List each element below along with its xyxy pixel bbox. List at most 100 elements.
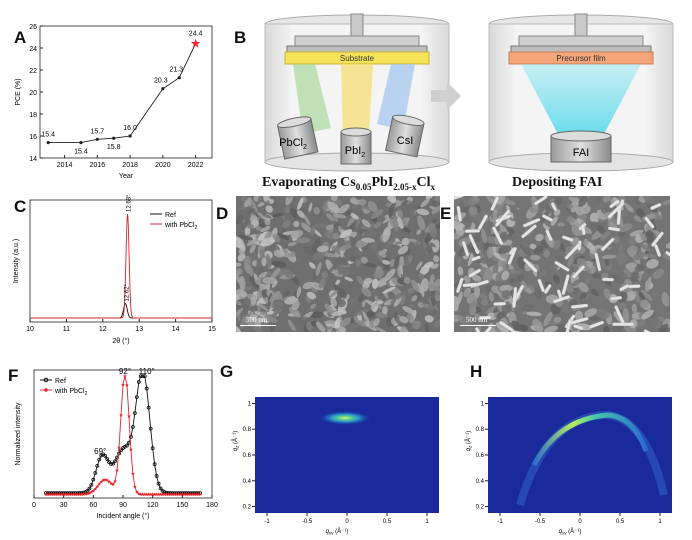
- data-label: 15.4: [74, 149, 88, 156]
- caption-left-sub2: 2.05-x: [393, 181, 417, 192]
- plot-frame: [29, 199, 213, 323]
- with-pbcl2-marker: [136, 491, 141, 496]
- y-tick-label: 22: [29, 68, 37, 75]
- ref-curve: [30, 302, 212, 319]
- with-pbcl2-marker: [168, 492, 173, 496]
- scale-bar-d: [240, 325, 276, 326]
- scale-text-d: 500 nm: [246, 316, 268, 324]
- with-pbcl2-marker: [93, 486, 98, 491]
- with-pbcl2-marker: [91, 488, 96, 493]
- caption-left-sub3: x: [430, 181, 436, 192]
- x-tick-label: 120: [147, 502, 159, 509]
- panel-label-b: B: [234, 28, 247, 47]
- caption-left-part1: Evaporating Cs: [262, 175, 356, 190]
- x-tick-label: 2020: [155, 162, 171, 169]
- x-tick-label: 0: [578, 519, 582, 525]
- with-pbcl2-marker: [117, 445, 121, 450]
- x-tick-label: 1: [658, 519, 662, 525]
- x-tick-label: 11: [63, 326, 70, 333]
- with-pbcl2-marker: [138, 492, 143, 496]
- x-axis-label: qxy (Å⁻¹): [559, 528, 582, 535]
- ref-marker: [154, 474, 159, 478]
- with-pbcl2-marker: [65, 492, 70, 496]
- y-tick-label: 0.2: [476, 505, 485, 511]
- with-pbcl2-marker: [113, 479, 117, 483]
- ref-marker: [95, 463, 100, 468]
- giwaxs-h: -1 -0.5 0 0.5 1 0.2 0.4 0.6 0.8 1 qxy (Å⁻¹) qz (Å⁻¹…: [465, 397, 672, 535]
- with-pbcl2-marker: [158, 492, 163, 496]
- fai-source: FAI: [550, 130, 612, 163]
- with-pbcl2-marker: [73, 492, 78, 496]
- with-pbcl2-marker: [57, 492, 62, 496]
- with-pbcl2-marker: [49, 492, 54, 496]
- with-pbcl2-marker: [132, 484, 137, 489]
- with-pbcl2-marker: [150, 492, 155, 496]
- ref-marker: [148, 426, 153, 431]
- ref-marker: [93, 471, 98, 475]
- data-label: 21.3: [169, 67, 183, 74]
- ref-marker: [97, 457, 102, 462]
- ref-marker: [91, 477, 96, 482]
- x-tick-label: 10: [26, 326, 34, 333]
- pbcl2-sub: 2: [303, 144, 307, 151]
- y-tick-label: 0.8: [243, 427, 252, 433]
- x-axis-label: qxy (Å⁻¹): [326, 528, 349, 535]
- panel-label-h: H: [470, 362, 483, 381]
- legend-with-label: with PbCl2: [54, 388, 88, 397]
- x-tick-label: 0.5: [383, 519, 392, 525]
- with-pbcl2-marker: [119, 413, 123, 417]
- data-label: 15.7: [91, 128, 105, 135]
- with-pbcl2-marker: [107, 479, 112, 484]
- scale-bar-e: [460, 325, 496, 326]
- ref-marker: [152, 462, 157, 467]
- with-pbcl2-marker: [115, 468, 119, 472]
- x-tick-label: 1: [425, 519, 429, 525]
- x-tick-label: 14: [172, 326, 180, 333]
- legend-ref-label: Ref: [55, 378, 66, 385]
- data-label: 20.3: [154, 78, 168, 85]
- y-axis-label: Normalized intensity: [15, 402, 22, 466]
- left-chamber: Substrate PbCl2 PbI2 CsI: [264, 13, 450, 172]
- ref-marker: [119, 448, 123, 453]
- x-axis-label: Year: [119, 173, 134, 180]
- with-pbcl2-marker: [190, 492, 195, 496]
- annotation-92: 92°: [119, 367, 131, 376]
- ref-marker: [156, 481, 161, 486]
- ref-marker: [87, 486, 92, 491]
- fai-text: FAI: [573, 147, 590, 159]
- with-pbcl2-marker: [81, 492, 86, 496]
- with-pbcl2-marker: [156, 492, 161, 496]
- with-pbcl2-marker: [162, 492, 167, 496]
- with-pbcl2-marker: [111, 482, 116, 487]
- ref-marker: [130, 425, 135, 429]
- y-tick-label: 0.6: [243, 453, 252, 459]
- ref-marker: [142, 374, 147, 378]
- data-label: 16.0: [123, 125, 137, 132]
- right-chamber: Precursor film FAI: [488, 13, 674, 172]
- y-axis-label: Intensity (a.u.): [13, 239, 20, 283]
- legend-ref-label: Ref: [165, 212, 176, 219]
- sem-image-e: 500 nm: [454, 196, 670, 332]
- ref-marker: [134, 395, 139, 400]
- data-label: 15.4: [41, 132, 55, 139]
- with-pbcl2-marker: [121, 382, 125, 387]
- with-pbcl2-marker: [61, 492, 66, 496]
- data-point: [79, 141, 83, 145]
- with-pbcl2-marker: [146, 492, 151, 496]
- schematic-b: Substrate PbCl2 PbI2 CsI: [264, 13, 674, 172]
- panel-label-f: F: [8, 366, 19, 385]
- with-pbcl2-marker: [123, 374, 127, 378]
- pbi2-sub: 2: [361, 152, 365, 159]
- with-pbcl2-marker: [67, 492, 72, 496]
- pbcl2-source: PbCl2: [277, 116, 319, 160]
- with-pbcl2-marker: [43, 492, 48, 496]
- with-pbcl2-marker: [95, 484, 100, 489]
- x-tick-label: -0.5: [535, 519, 546, 525]
- ref-marker: [146, 405, 151, 410]
- giwaxs-h-background: [488, 397, 672, 513]
- x-tick-label: 90: [119, 502, 127, 509]
- data-point: [95, 137, 99, 141]
- with-pbcl2-marker: [125, 383, 129, 387]
- chart-c: 10 11 12 13 14 15 2θ (°) Intensity (a.u.) 12.68°…: [13, 194, 216, 345]
